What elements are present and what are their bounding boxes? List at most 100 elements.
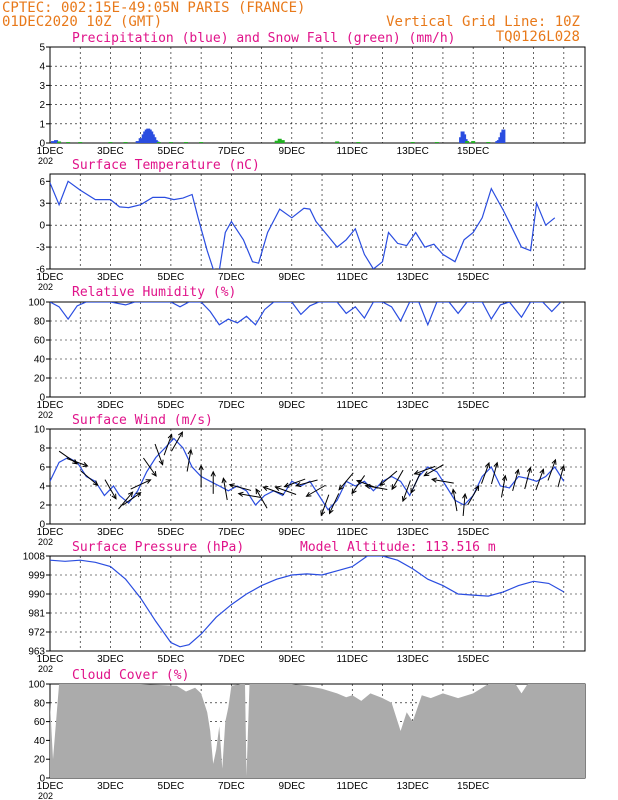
x-tick-label: 1DEC bbox=[37, 400, 64, 411]
x-tick-label: 5DEC bbox=[158, 146, 185, 157]
y-tick-label: 981 bbox=[28, 609, 45, 620]
panel-title: Surface Pressure (hPa) bbox=[72, 540, 244, 555]
x-tick-label: 1DEC bbox=[37, 781, 64, 792]
panel-cloud: 0 20 40 60 80 100 1DEC 3DEC 5DEC 7DEC 9DEC 11DEC 13D… bbox=[28, 668, 586, 800]
x-tick-label: 13DEC bbox=[397, 527, 429, 538]
x-tick-label: 15DEC bbox=[457, 527, 489, 538]
wind-arrow-head bbox=[493, 461, 499, 468]
wind-arrow bbox=[58, 450, 78, 465]
panel-frame bbox=[49, 173, 586, 270]
y-tick-label: 80 bbox=[34, 317, 46, 328]
x-tick-label: 5DEC bbox=[158, 400, 185, 411]
x-tick-label: 13DEC bbox=[397, 146, 429, 157]
wind-arrow-head bbox=[262, 486, 269, 491]
wind-arrow bbox=[143, 457, 157, 477]
panel-wind: 0 2 4 6 8 10 1DEC 3DEC 5DEC 7DEC 9DEC 11DEC 13DEC 15D… bbox=[34, 413, 586, 547]
green-bar bbox=[184, 142, 189, 143]
wind-arrow-head bbox=[198, 464, 204, 471]
year-stub: 202 bbox=[38, 282, 53, 292]
x-tick-label: 9DEC bbox=[278, 146, 305, 157]
panel-temp: -6 -3 0 3 6 1DEC 3DEC 5DEC 7DEC 9DEC 11DEC 13DEC 15D… bbox=[36, 158, 586, 292]
x-tick-label: 9DEC bbox=[278, 654, 305, 665]
wind-arrow-head bbox=[462, 492, 468, 499]
wind-arrow bbox=[104, 479, 117, 499]
panel-precip: 0 1 2 3 4 5 1DEC 3DEC 5DEC 7DEC 9DEC 11DEC 13DEC 15DE… bbox=[37, 31, 586, 166]
year-stub: 202 bbox=[38, 410, 53, 420]
x-tick-label: 9DEC bbox=[278, 400, 305, 411]
y-tick-label: 963 bbox=[28, 647, 45, 658]
wind-arrow bbox=[296, 479, 318, 487]
wind-arrow bbox=[118, 491, 134, 510]
blue-bar bbox=[138, 138, 143, 143]
green-bar bbox=[280, 140, 285, 143]
x-tick-label: 13DEC bbox=[397, 272, 429, 283]
x-tick-label: 11DEC bbox=[337, 527, 369, 538]
wind-arrow-head bbox=[430, 477, 438, 483]
y-tick-label: 8 bbox=[39, 444, 45, 455]
header-date: 01DEC2020 10Z (GMT) bbox=[2, 14, 162, 30]
wind-arrow bbox=[481, 462, 490, 484]
x-tick-label: 11DEC bbox=[337, 146, 369, 157]
x-tick-label: 15DEC bbox=[457, 146, 489, 157]
series-line bbox=[50, 556, 565, 648]
wind-arrow-head bbox=[145, 479, 152, 484]
wind-arrow-head bbox=[474, 485, 480, 492]
wind-arrow bbox=[255, 488, 268, 509]
year-stub: 202 bbox=[38, 664, 53, 674]
wind-arrow bbox=[163, 434, 173, 456]
wind-arrow bbox=[402, 480, 411, 502]
x-tick-label: 15DEC bbox=[457, 781, 489, 792]
x-tick-label: 3DEC bbox=[97, 146, 124, 157]
wind-arrow bbox=[66, 458, 88, 467]
x-tick-label: 13DEC bbox=[397, 781, 429, 792]
green-bar bbox=[123, 142, 128, 143]
y-tick-label: 80 bbox=[34, 698, 46, 709]
wind-arrow-head bbox=[320, 510, 326, 517]
header-location: CPTEC: 002:15E-49:05N PARIS (FRANCE) bbox=[2, 0, 305, 16]
cloud-area bbox=[50, 684, 585, 778]
wind-arrow-head bbox=[151, 471, 157, 477]
year-stub: 202 bbox=[38, 156, 53, 166]
panel-title: Precipitation (blue) and Snow Fall (gree… bbox=[72, 31, 456, 46]
wind-arrow-head bbox=[501, 474, 508, 481]
x-tick-label: 3DEC bbox=[97, 527, 124, 538]
green-bar bbox=[66, 142, 71, 143]
x-tick-label: 7DEC bbox=[218, 146, 245, 157]
wind-arrow bbox=[320, 494, 330, 516]
wind-arrow-head bbox=[111, 493, 117, 500]
wind-arrow-head bbox=[210, 470, 216, 477]
wind-arrow bbox=[275, 486, 297, 495]
green-bar bbox=[356, 142, 361, 143]
wind-arrow bbox=[557, 465, 565, 488]
x-tick-label: 11DEC bbox=[337, 654, 369, 665]
x-tick-label: 7DEC bbox=[218, 654, 245, 665]
y-tick-label: 990 bbox=[28, 590, 45, 601]
y-tick-label: 972 bbox=[28, 628, 45, 639]
wind-arrow-head bbox=[283, 482, 290, 488]
wind-arrow bbox=[338, 472, 354, 490]
wind-arrow-head bbox=[127, 491, 134, 498]
wind-arrow-head bbox=[255, 488, 261, 495]
y-tick-label: 6 bbox=[39, 177, 45, 188]
wind-arrow-head bbox=[364, 483, 371, 490]
blue-bar bbox=[501, 129, 506, 143]
x-tick-label: 9DEC bbox=[278, 527, 305, 538]
x-tick-label: 15DEC bbox=[457, 272, 489, 283]
wind-arrow-head bbox=[413, 469, 420, 475]
x-tick-label: 3DEC bbox=[97, 781, 124, 792]
year-stub: 202 bbox=[38, 537, 53, 547]
y-tick-label: 6 bbox=[39, 463, 45, 474]
x-tick-label: 9DEC bbox=[278, 272, 305, 283]
wind-arrow-head bbox=[167, 433, 173, 440]
x-tick-label: 5DEC bbox=[158, 272, 185, 283]
panel-title: Relative Humidity (%) bbox=[72, 285, 236, 300]
wind-arrow-head bbox=[401, 496, 407, 503]
x-tick-label: 9DEC bbox=[278, 781, 305, 792]
panel-plot bbox=[51, 128, 506, 143]
wind-arrow-head bbox=[351, 488, 357, 495]
x-tick-label: 1DEC bbox=[37, 527, 64, 538]
panel-frame bbox=[49, 428, 586, 525]
wind-arrow-head bbox=[338, 484, 344, 491]
wind-arrow-head bbox=[423, 471, 430, 477]
